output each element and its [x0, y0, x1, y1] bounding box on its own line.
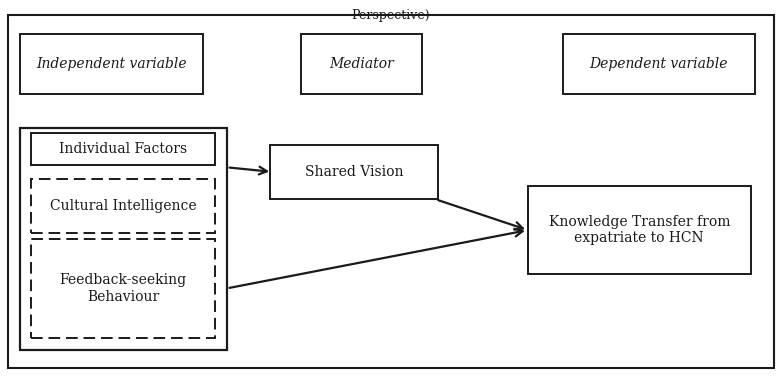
Bar	[270, 145, 438, 199]
Text: Cultural Intelligence: Cultural Intelligence	[50, 199, 196, 213]
Bar	[31, 179, 215, 233]
Text: Individual Factors: Individual Factors	[59, 143, 187, 156]
Text: Perspective): Perspective)	[352, 9, 430, 23]
Bar	[20, 128, 227, 350]
Text: Independent variable: Independent variable	[36, 57, 187, 71]
Text: Feedback-seeking
Behaviour: Feedback-seeking Behaviour	[59, 273, 187, 304]
Bar	[31, 133, 215, 165]
Bar	[301, 34, 422, 94]
Bar	[31, 239, 215, 338]
Text: Mediator: Mediator	[329, 57, 394, 71]
Bar	[563, 34, 755, 94]
Text: Knowledge Transfer from
expatriate to HCN: Knowledge Transfer from expatriate to HC…	[548, 215, 730, 246]
Bar	[528, 186, 751, 274]
Bar	[20, 34, 203, 94]
Text: Dependent variable: Dependent variable	[590, 57, 728, 71]
Text: Shared Vision: Shared Vision	[305, 165, 403, 179]
